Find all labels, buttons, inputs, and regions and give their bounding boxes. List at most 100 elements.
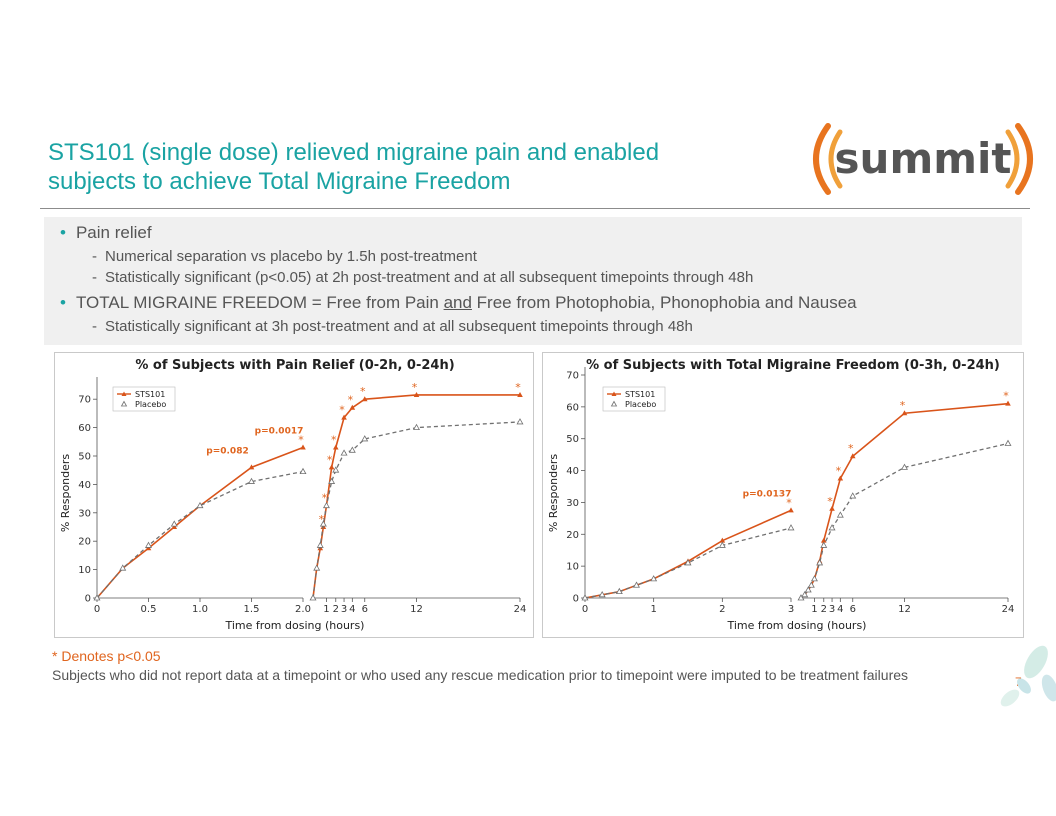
significance-star: * xyxy=(786,496,792,509)
legend-sts101-marker xyxy=(611,391,617,396)
placebo-point xyxy=(598,590,606,598)
title-divider xyxy=(40,208,1030,209)
bullet-text-underlined: and xyxy=(443,293,472,312)
y-tick-label: 70 xyxy=(78,395,91,406)
legend-placebo-label: Placebo xyxy=(625,400,656,409)
x-tick-label: 2.0 xyxy=(295,604,311,615)
placebo-point xyxy=(801,590,809,598)
sts101-point xyxy=(328,464,335,470)
placebo-point xyxy=(93,594,101,601)
placebo-point xyxy=(322,501,330,509)
placebo-point xyxy=(319,520,327,527)
placebo-point xyxy=(1004,439,1012,446)
total-migraine-freedom-chart-box: % of Subjects with Total Migraine Freedo… xyxy=(542,352,1024,638)
placebo-point xyxy=(718,541,726,548)
x-tick-label: 6 xyxy=(850,604,856,615)
x-tick-label: 24 xyxy=(1002,604,1015,615)
bullet-dot: • xyxy=(60,293,66,312)
bullet-text: Free from Photophobia, Phonophobia and N… xyxy=(471,293,857,312)
placebo-point xyxy=(309,594,317,601)
legend-sts101-label: STS101 xyxy=(625,390,655,399)
sub-bullet: - Statistically significant (p<0.05) at 2… xyxy=(92,269,754,286)
bullet-text: Pain relief xyxy=(75,223,152,242)
x-tick-label: 4 xyxy=(837,604,843,615)
sts101-line xyxy=(96,446,304,599)
x-tick-label: 1 xyxy=(811,604,817,615)
slide-title: STS101 (single dose) relieved migraine p… xyxy=(48,138,768,196)
y-tick-label: 20 xyxy=(566,530,579,541)
placebo-line xyxy=(584,527,792,599)
y-tick-label: 10 xyxy=(566,562,579,573)
chart-title: % of Subjects with Pain Relief (0-2h, 0-… xyxy=(135,358,454,373)
placebo-point xyxy=(828,524,836,531)
y-tick-label: 60 xyxy=(78,423,91,434)
bullet-dot: • xyxy=(60,223,66,242)
x-tick-label: 12 xyxy=(898,604,911,615)
significance-star: * xyxy=(412,381,418,394)
significance-star: * xyxy=(298,433,304,446)
significance-star: * xyxy=(327,453,333,466)
significance-star: * xyxy=(339,404,345,417)
x-tick-label: 3 xyxy=(341,604,347,615)
sts101-point xyxy=(349,404,356,410)
placebo-point xyxy=(787,524,795,531)
sts101-point xyxy=(517,391,523,397)
sts101-point xyxy=(1005,400,1011,406)
sts101-point xyxy=(837,475,844,481)
significance-star: * xyxy=(848,442,854,455)
sub-bullet-text: Statistically significant at 3h post-tre… xyxy=(105,318,693,335)
y-tick-label: 50 xyxy=(78,452,91,463)
placebo-point xyxy=(413,423,420,430)
sts101-point xyxy=(788,507,794,513)
total-migraine-freedom-chart: % of Subjects with Total Migraine Freedo… xyxy=(547,358,1015,632)
placebo-point xyxy=(313,564,321,571)
placebo-point xyxy=(820,541,828,548)
pain-relief-chart-box: % of Subjects with Pain Relief (0-2h, 0-… xyxy=(54,352,534,638)
sub-bullet-text: Statistically significant (p<0.05) at 2h… xyxy=(105,269,754,286)
sts101-point xyxy=(341,414,347,420)
x-tick-label: 6 xyxy=(362,604,368,615)
x-tick-label: 24 xyxy=(514,604,527,615)
sts101-point xyxy=(361,396,368,402)
y-tick-label: 60 xyxy=(566,402,579,413)
placebo-point xyxy=(804,586,812,593)
placebo-point xyxy=(316,541,324,548)
x-tick-label: 2 xyxy=(333,604,339,615)
bullet-panel: • Pain relief - Numerical separation vs pl… xyxy=(44,217,1022,345)
placebo-point xyxy=(170,520,178,527)
y-tick-label: 40 xyxy=(78,480,91,491)
legend-placebo-marker xyxy=(610,400,618,407)
sts101-point xyxy=(300,444,306,450)
x-tick-label: 3 xyxy=(788,604,794,615)
bullet-text: TOTAL MIGRAINE FREEDOM = Free from Pain xyxy=(75,293,444,312)
placebo-point xyxy=(849,492,857,499)
placebo-line xyxy=(96,470,304,599)
p-value-label: p=0.0017 xyxy=(255,426,304,436)
sts101-point xyxy=(829,505,835,511)
placebo-point xyxy=(684,559,692,566)
placebo-point xyxy=(119,564,127,571)
placebo-point xyxy=(807,581,815,588)
placebo-point xyxy=(901,463,908,470)
significance-star: * xyxy=(322,492,328,505)
x-axis-label: Time from dosing (hours) xyxy=(225,619,365,632)
sts101-line xyxy=(584,509,792,599)
y-axis-label: % Responders xyxy=(59,454,72,533)
significance-star: * xyxy=(348,394,354,407)
chart-title: % of Subjects with Total Migraine Freedo… xyxy=(586,358,1000,373)
significance-star: * xyxy=(360,385,366,398)
summit-logo: summit xyxy=(813,123,1033,195)
significance-star: * xyxy=(331,433,337,446)
legend-frame xyxy=(602,386,666,412)
placebo-point xyxy=(836,511,844,518)
plot-area: 0 10 20 30 40 50 60 70 0 0.5 1.0 1.5 2.0 * p=0.082 p=0.… xyxy=(78,377,526,615)
placebo-point xyxy=(332,466,340,473)
y-tick-label: 0 xyxy=(85,594,91,605)
legend-sts101-marker xyxy=(121,391,127,396)
placebo-point xyxy=(581,594,589,601)
chart-legend: STS101 Placebo xyxy=(602,386,666,412)
placebo-point xyxy=(340,449,348,456)
p-value-label: p=0.0137 xyxy=(743,489,792,499)
x-tick-label: 1 xyxy=(650,604,656,615)
placebo-point xyxy=(299,467,307,475)
